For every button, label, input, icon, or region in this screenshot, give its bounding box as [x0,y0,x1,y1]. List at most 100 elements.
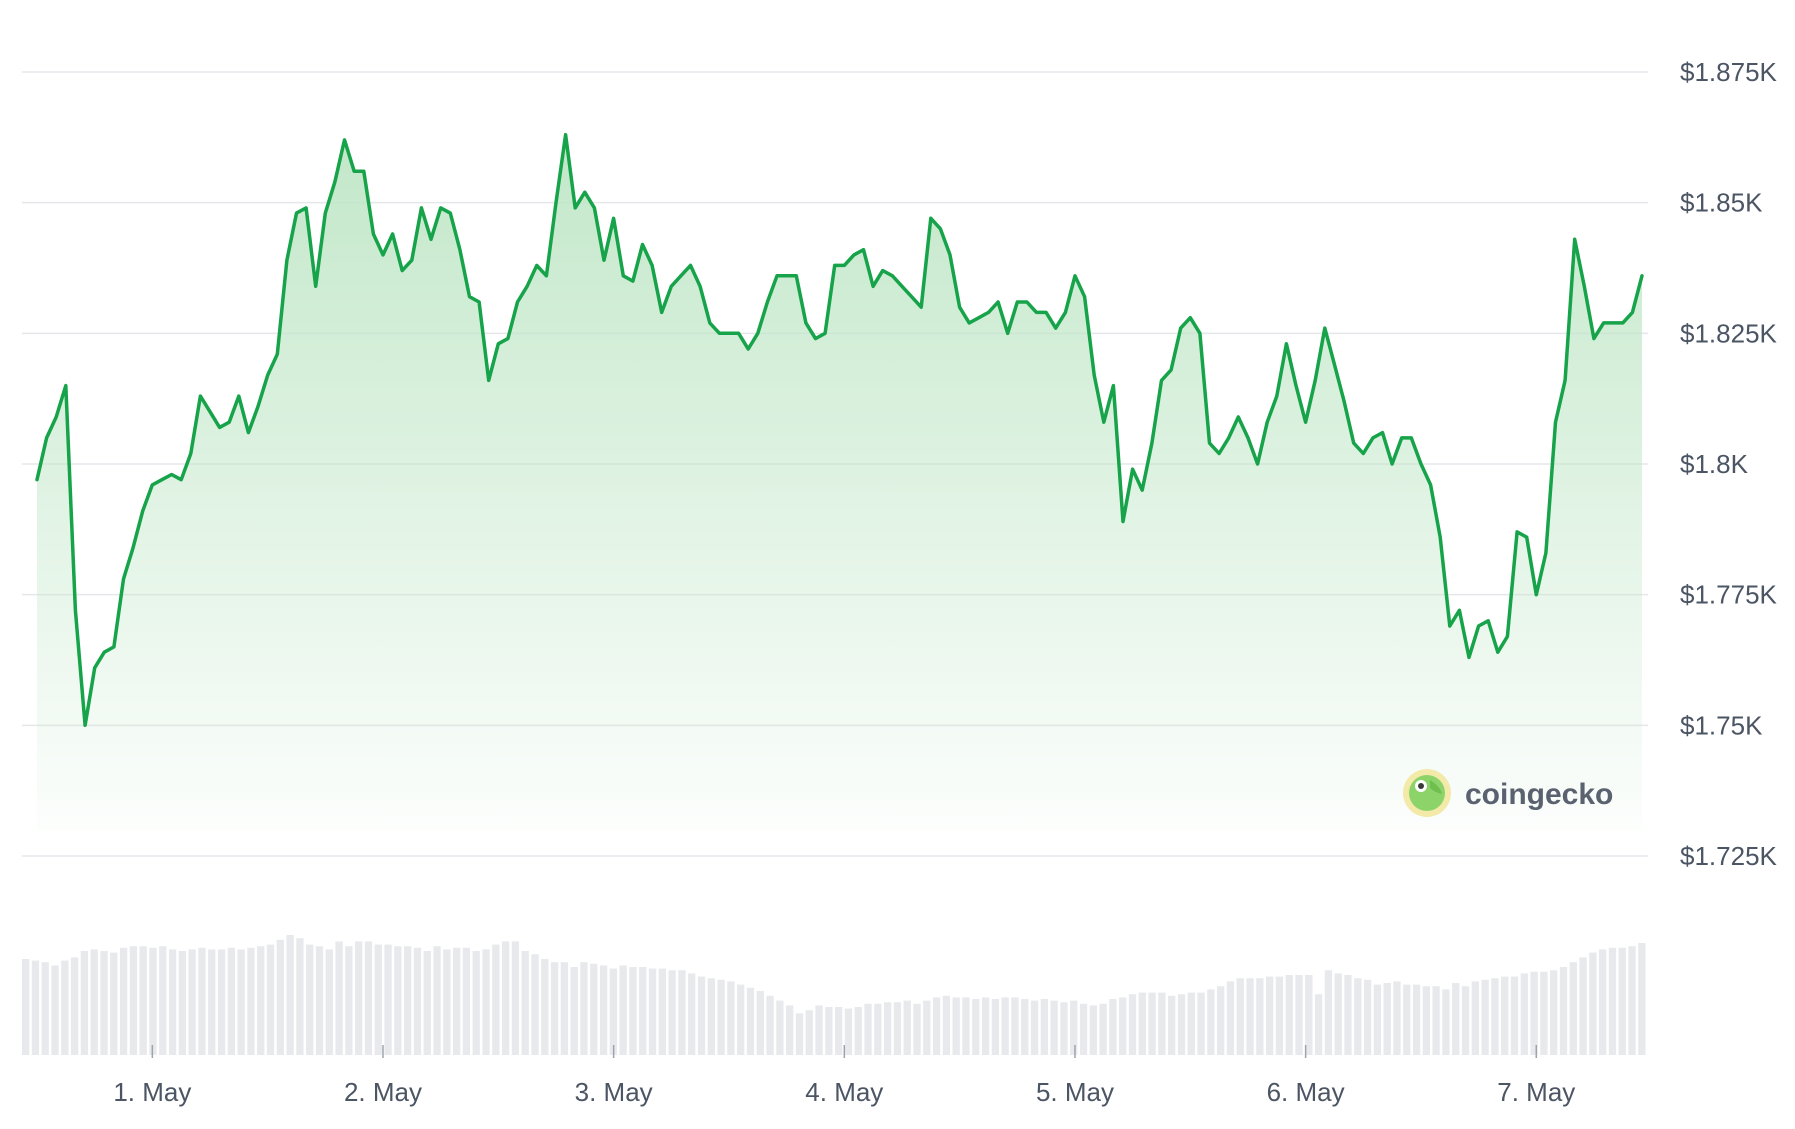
volume-bar [1050,1000,1058,1055]
volume-bar [1109,999,1117,1055]
volume-bar [1599,949,1607,1055]
volume-bar [119,947,128,1055]
volume-bar [776,1000,784,1055]
volume-bar [1148,992,1156,1055]
volume-bar [658,968,666,1055]
volume-bar [883,1002,892,1055]
volume-bar [139,946,147,1055]
volume-bar [345,946,353,1055]
volume-bar [1344,975,1352,1055]
volume-bar [110,952,118,1055]
volume-bar [550,962,559,1055]
y-tick-label: $1.75K [1680,710,1763,740]
x-axis-labels: 1. May 2. May 3. May 4. May 5. May 6. May 7. M… [113,1045,1575,1107]
coingecko-watermark: coingecko [1403,769,1613,817]
volume-bar [452,947,461,1055]
x-tick-label: 7. May [1497,1077,1575,1107]
y-tick-label: $1.85K [1680,188,1763,218]
volume-bar [942,995,951,1055]
volume-bar [874,1003,882,1055]
volume-bar [257,946,265,1055]
volume-bar [952,997,960,1055]
volume-bar [22,959,30,1055]
volume-bar [1491,978,1499,1055]
volume-bar [492,944,500,1055]
volume-bar [1520,973,1528,1055]
volume-bar [1079,1003,1088,1055]
volume-bar [1432,986,1440,1055]
volume-bar [893,1002,902,1055]
volume-bars [22,935,1646,1055]
volume-bar [981,997,990,1055]
volume-bar [149,947,157,1055]
volume-bar [1119,997,1127,1055]
volume-bar [335,941,343,1055]
price-line [35,132,1644,728]
volume-bar [1021,999,1029,1055]
volume-bar [805,1010,813,1055]
volume-bar [560,962,569,1055]
volume-bar [717,979,725,1055]
volume-bar [913,1003,921,1055]
volume-bar [786,1005,794,1055]
volume-bar [1089,1005,1097,1055]
y-tick-label: $1.8K [1680,449,1749,479]
volume-bar [835,1007,843,1055]
volume-bar [1363,979,1372,1055]
volume-bar [1481,979,1489,1055]
volume-bar [41,962,49,1055]
volume-bar [541,959,549,1055]
volume-bar [531,954,539,1055]
volume-bar [1403,984,1411,1055]
volume-bar [404,946,412,1055]
y-tick-label: $1.825K [1680,318,1778,348]
volume-bar [1305,975,1313,1055]
volume-bar [668,970,676,1055]
volume-bar [188,949,196,1055]
volume-bar [433,946,441,1055]
volume-bar [423,951,431,1055]
volume-bar [609,968,618,1055]
volume-bar [1256,978,1264,1055]
price-line-group [35,132,1644,728]
volume-bar [374,944,382,1055]
watermark-text: coingecko [1465,778,1613,811]
volume-bar [521,951,529,1055]
volume-bar [815,1005,823,1055]
x-tick-label: 2. May [344,1077,422,1107]
volume-bar [1608,947,1617,1055]
volume-bar [286,935,294,1055]
volume-bar [1001,997,1009,1055]
volume-bar [61,960,69,1055]
volume-bar [903,1000,911,1055]
volume-bar [482,949,490,1055]
volume-bar [1393,981,1401,1055]
volume-bar [355,941,363,1055]
volume-bar [1217,986,1225,1055]
volume-bar [1618,947,1626,1055]
volume-bar [208,949,216,1055]
volume-bar [1275,976,1284,1055]
volume-bar [707,978,715,1055]
volume-bar [1501,976,1509,1055]
volume-bar [962,997,970,1055]
volume-bar [227,947,235,1055]
volume-bar [1442,989,1450,1055]
volume-bar [854,1007,862,1055]
volume-bar [472,951,480,1055]
volume-bar [1471,981,1479,1055]
volume-bar [237,949,245,1055]
y-tick-label: $1.875K [1680,57,1778,87]
volume-bar [159,946,167,1055]
volume-bar [1324,970,1333,1055]
volume-bar [1226,981,1235,1055]
volume-bar [1412,984,1421,1055]
volume-bar [932,997,941,1055]
volume-bar [1177,994,1186,1055]
volume-bar [247,947,255,1055]
volume-bar [766,995,774,1055]
volume-bar [1461,986,1470,1055]
volume-bar [1236,978,1244,1055]
volume-bar [1030,1000,1039,1055]
volume-bar [266,944,275,1055]
